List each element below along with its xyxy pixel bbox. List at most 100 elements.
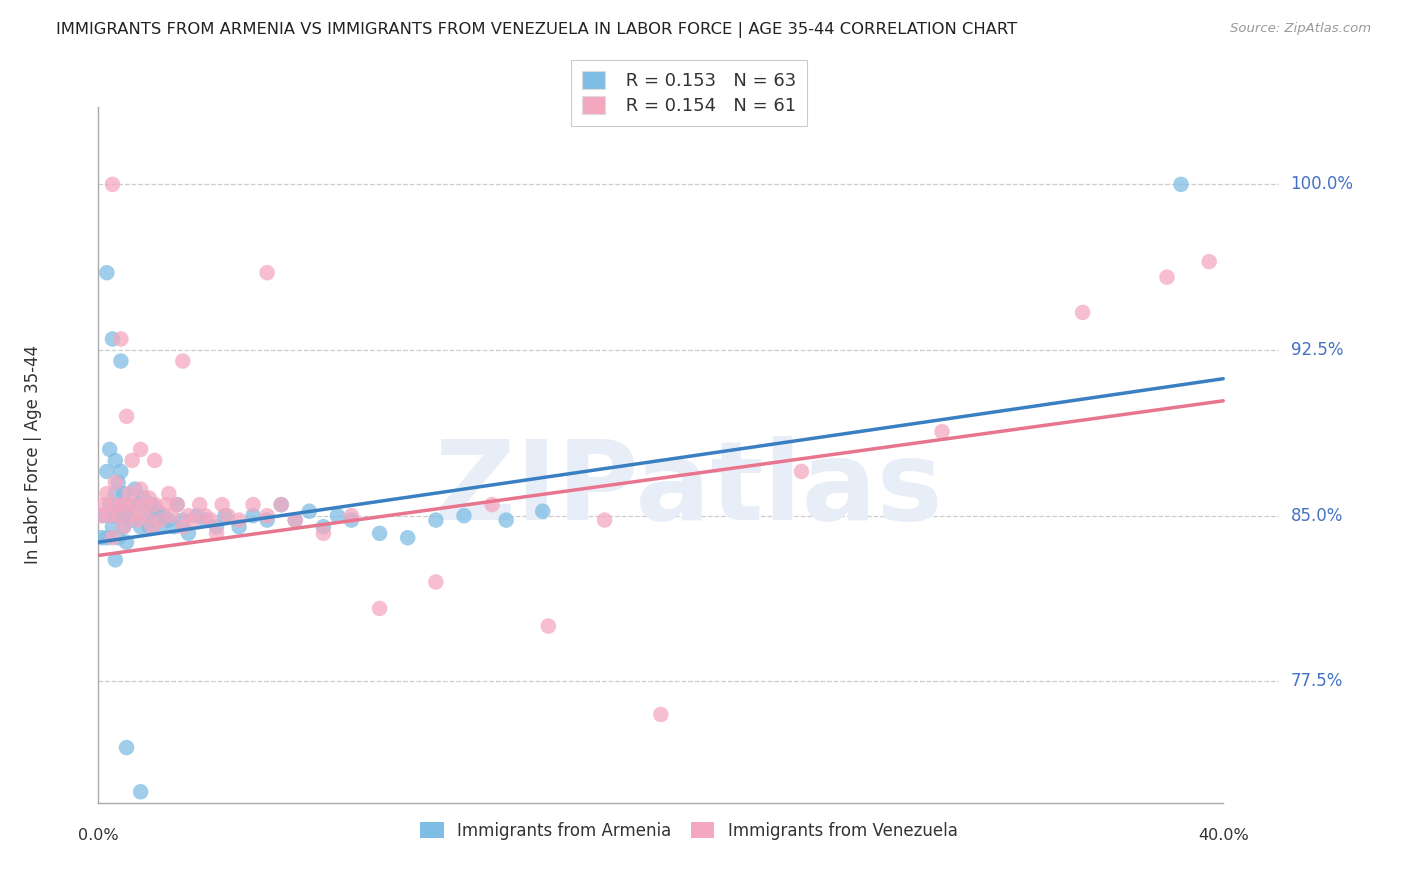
Point [163,519,186,533]
Text: Source: ZipAtlas.com: Source: ZipAtlas.com [1230,22,1371,36]
Point [127,498,149,512]
Point [124,498,146,512]
Point [340,513,363,527]
Point [1071,305,1094,319]
Point [138,491,160,505]
Point [110,498,132,512]
Point [531,504,554,518]
Point [284,513,307,527]
Point [155,498,177,512]
Point [228,519,250,533]
Point [256,266,278,280]
Point [135,508,157,523]
Point [425,574,447,589]
Point [112,519,135,533]
Point [256,508,278,523]
Point [228,513,250,527]
Point [205,519,228,533]
Point [242,498,264,512]
Point [118,486,141,500]
Point [90,531,112,545]
Point [152,508,174,523]
Point [312,519,335,533]
Point [931,425,953,439]
Point [368,601,391,615]
Point [110,354,132,368]
Point [127,513,149,527]
Point [396,531,419,545]
Point [1170,178,1192,192]
Point [121,513,143,527]
Point [141,498,163,512]
Point [205,526,228,541]
Point [157,486,180,500]
Point [129,785,152,799]
Point [112,486,135,500]
Point [115,409,138,424]
Text: 92.5%: 92.5% [1291,341,1343,359]
Point [107,508,129,523]
Point [298,504,321,518]
Point [112,519,135,533]
Point [172,513,194,527]
Point [326,508,349,523]
Point [183,513,205,527]
Point [495,513,517,527]
Point [172,519,194,533]
Point [101,531,124,545]
Text: In Labor Force | Age 35-44: In Labor Force | Age 35-44 [24,345,42,565]
Point [101,332,124,346]
Point [143,513,166,527]
Point [115,740,138,755]
Point [90,508,112,523]
Point [194,513,217,527]
Point [101,508,124,523]
Point [537,619,560,633]
Point [93,498,115,512]
Point [481,498,503,512]
Point [270,498,292,512]
Point [368,526,391,541]
Point [96,465,118,479]
Point [177,508,200,523]
Point [98,498,121,512]
Point [115,508,138,523]
Point [138,519,160,533]
Text: 0.0%: 0.0% [79,828,118,843]
Text: ZIPatlas: ZIPatlas [434,436,943,543]
Point [453,508,475,523]
Point [256,513,278,527]
Point [157,513,180,527]
Point [650,707,672,722]
Point [425,513,447,527]
Point [242,508,264,523]
Point [1156,270,1178,285]
Point [101,498,124,512]
Text: 85.0%: 85.0% [1291,507,1343,524]
Point [121,453,143,467]
Point [160,508,183,523]
Point [101,178,124,192]
Point [107,531,129,545]
Point [166,498,188,512]
Point [104,475,127,490]
Point [790,465,813,479]
Point [104,553,127,567]
Point [132,491,155,505]
Point [107,508,129,523]
Point [340,508,363,523]
Point [96,531,118,545]
Point [135,508,157,523]
Point [93,508,115,523]
Point [200,513,222,527]
Point [194,508,217,523]
Text: IMMIGRANTS FROM ARMENIA VS IMMIGRANTS FROM VENEZUELA IN LABOR FORCE | AGE 35-44 : IMMIGRANTS FROM ARMENIA VS IMMIGRANTS FR… [56,22,1018,38]
Point [141,519,163,533]
Point [149,513,172,527]
Point [96,266,118,280]
Point [104,453,127,467]
Point [312,526,335,541]
Point [101,519,124,533]
Point [110,498,132,512]
Point [110,465,132,479]
